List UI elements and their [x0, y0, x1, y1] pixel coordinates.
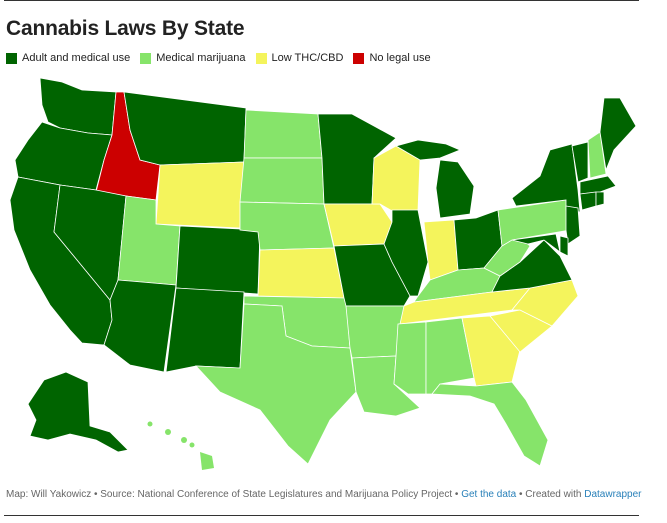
- state-new-mexico[interactable]: [165, 287, 245, 373]
- legend-item-adult-medical: Adult and medical use: [6, 52, 130, 64]
- state-colorado[interactable]: [175, 225, 261, 295]
- state-indiana[interactable]: [423, 219, 459, 281]
- state-maine[interactable]: [599, 97, 637, 172]
- legend-swatch-no-legal: [353, 52, 365, 64]
- state-new-jersey[interactable]: [565, 205, 581, 245]
- bottom-rule: [4, 515, 639, 516]
- legend-swatch-medical: [140, 52, 152, 64]
- footer-sep: • Created with: [519, 489, 582, 500]
- footer-credit: Map: Will Yakowicz • Source: National Co…: [6, 489, 459, 500]
- get-data-link[interactable]: Get the data: [461, 489, 517, 500]
- legend-label-medical: Medical marijuana: [156, 52, 246, 64]
- state-delaware[interactable]: [559, 235, 569, 257]
- top-rule: [4, 0, 639, 1]
- state-iowa[interactable]: [323, 203, 393, 247]
- state-alaska[interactable]: [27, 371, 129, 453]
- state-mississippi[interactable]: [393, 321, 427, 395]
- state-new-york[interactable]: [511, 143, 581, 213]
- state-texas[interactable]: [195, 303, 357, 465]
- legend-item-no-legal: No legal use: [353, 52, 431, 64]
- legend: Adult and medical use Medical marijuana …: [6, 52, 431, 64]
- legend-swatch-adult-medical: [6, 52, 17, 64]
- state-michigan[interactable]: [435, 159, 475, 219]
- map-title: Cannabis Laws By State: [6, 17, 245, 40]
- state-kansas[interactable]: [257, 247, 345, 299]
- state-montana[interactable]: [123, 91, 247, 166]
- legend-label-low-thc: Low THC/CBD: [271, 52, 344, 64]
- state-hawaii[interactable]: [147, 421, 215, 471]
- datawrapper-link[interactable]: Datawrapper: [584, 489, 642, 500]
- us-map: [9, 77, 637, 471]
- state-north-dakota[interactable]: [243, 109, 323, 159]
- legend-label-no-legal: No legal use: [369, 52, 431, 64]
- legend-item-low-thc: Low THC/CBD: [255, 52, 344, 64]
- state-rhode-island[interactable]: [595, 191, 605, 207]
- state-maryland[interactable]: [511, 233, 561, 253]
- state-arkansas[interactable]: [345, 305, 405, 359]
- legend-swatch-low-thc: [255, 52, 267, 64]
- state-south-dakota[interactable]: [239, 157, 325, 205]
- state-michigan-upper[interactable]: [394, 139, 462, 161]
- state-massachusetts[interactable]: [579, 175, 617, 195]
- state-vermont[interactable]: [571, 141, 589, 183]
- state-connecticut[interactable]: [579, 191, 597, 211]
- state-arizona[interactable]: [103, 279, 177, 373]
- state-florida[interactable]: [431, 381, 549, 467]
- legend-label-adult-medical: Adult and medical use: [22, 52, 131, 64]
- legend-item-medical: Medical marijuana: [140, 52, 246, 64]
- map-footer: Map: Will Yakowicz • Source: National Co…: [6, 489, 641, 500]
- state-illinois[interactable]: [383, 209, 429, 297]
- state-wyoming[interactable]: [155, 161, 245, 229]
